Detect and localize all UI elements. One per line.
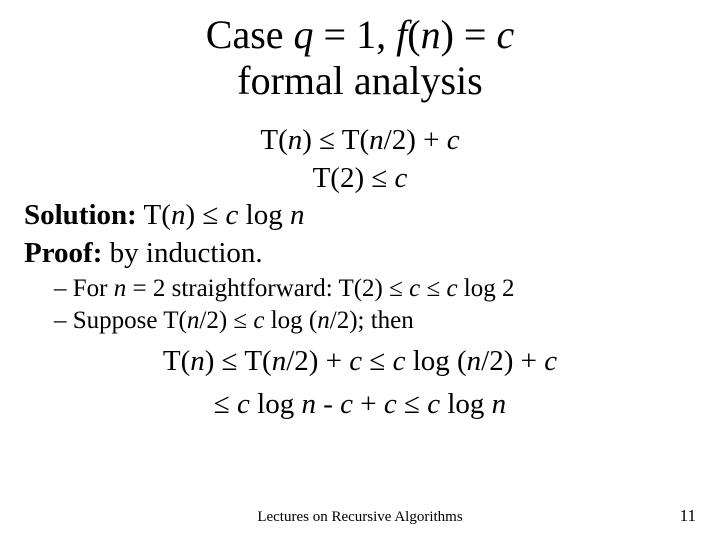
page-number: 11 (680, 506, 696, 526)
recurrence-1: T(n) ≤ T(n/2) + c (24, 122, 696, 160)
var-n: n (190, 345, 205, 377)
derivation-line-1: T(n) ≤ T(n/2) + c ≤ c log (n/2) + c (24, 342, 696, 381)
text: by induction. (102, 237, 262, 269)
solution-line: Solution: T(n) ≤ c log n (24, 197, 696, 235)
proof-step-2: – Suppose T(n/2) ≤ c log (n/2); then (24, 305, 696, 338)
var-f: f (396, 12, 407, 57)
var-n: n (492, 388, 507, 420)
proof-label: Proof: (24, 237, 102, 269)
var-n: n (467, 345, 482, 377)
title-line1: Case q = 1, f(n) = c (206, 12, 514, 57)
var-c: c (237, 388, 250, 420)
var-n: n (114, 275, 127, 302)
text: = 1, (314, 12, 397, 57)
text: ≤ (362, 345, 392, 377)
text: /2) + (286, 345, 349, 377)
text: T( (137, 199, 171, 231)
text: T( (260, 124, 287, 156)
text: /2) + (384, 124, 447, 156)
text: T( (163, 345, 190, 377)
proof-line: Proof: by induction. (24, 235, 696, 273)
text: log (250, 388, 302, 420)
text: ) = (441, 12, 497, 57)
derivation-line-2: ≤ c log n - c + c ≤ c log n (24, 385, 696, 424)
text: Case (206, 12, 294, 57)
var-c: c (409, 275, 420, 302)
text: – For (54, 275, 114, 302)
text: ) ≤ T( (302, 124, 369, 156)
var-n: n (317, 307, 330, 334)
var-c: c (253, 307, 264, 334)
var-n: n (288, 124, 303, 156)
var-c: c (393, 345, 406, 377)
var-c: c (447, 124, 460, 156)
text: = 2 straightforward: T(2) ≤ (126, 275, 409, 302)
text: log ( (405, 345, 466, 377)
var-c: c (427, 388, 440, 420)
proof-step-1: – For n = 2 straightforward: T(2) ≤ c ≤ … (24, 273, 696, 306)
var-n: n (369, 124, 384, 156)
footer-title: Lectures on Recursive Algorithms (0, 509, 720, 526)
text: /2) + (481, 345, 544, 377)
title-line2: formal analysis (237, 58, 483, 103)
var-c: c (226, 199, 239, 231)
var-n: n (187, 307, 200, 334)
text: T(2) ≤ (313, 162, 395, 194)
var-q: q (294, 12, 314, 57)
var-n: n (171, 199, 186, 231)
text: ≤ (214, 388, 237, 420)
text: log (238, 199, 290, 231)
var-c: c (395, 162, 408, 194)
recurrence-2: T(2) ≤ c (24, 160, 696, 198)
var-n: n (421, 12, 441, 57)
text: log (440, 388, 492, 420)
slide-title: Case q = 1, f(n) = c formal analysis (24, 12, 696, 104)
text: ) ≤ T( (205, 345, 272, 377)
var-n: n (290, 199, 305, 231)
text: ( (407, 12, 420, 57)
var-c: c (340, 388, 353, 420)
var-c: c (544, 345, 557, 377)
var-n: n (272, 345, 287, 377)
var-c: c (496, 12, 514, 57)
text: - (316, 388, 340, 420)
var-n: n (301, 388, 316, 420)
var-c: c (446, 275, 457, 302)
text: log ( (264, 307, 317, 334)
text: ) ≤ (185, 199, 225, 231)
text: + (353, 388, 384, 420)
var-c: c (349, 345, 362, 377)
text: – Suppose T( (54, 307, 187, 334)
slide-content: Case q = 1, f(n) = c formal analysis T(n… (0, 0, 720, 540)
text: ≤ (397, 388, 427, 420)
text: /2); then (330, 307, 414, 334)
text: /2) ≤ (199, 307, 253, 334)
text: ≤ (420, 275, 446, 302)
text: log 2 (458, 275, 515, 302)
solution-label: Solution: (24, 199, 137, 231)
var-c: c (384, 388, 397, 420)
